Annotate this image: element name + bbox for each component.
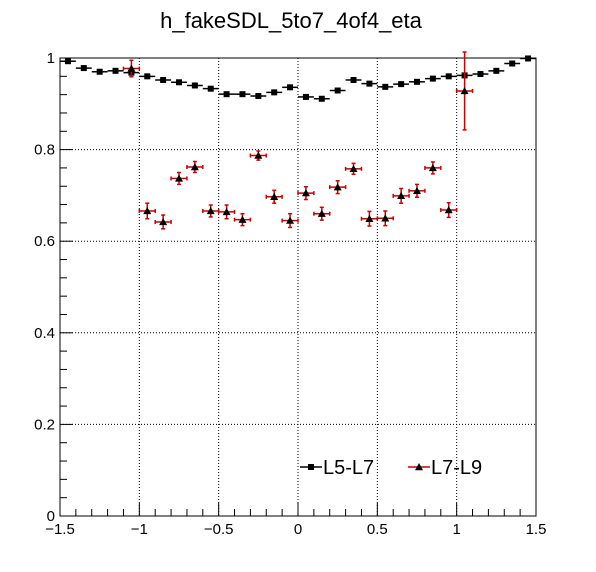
marker-square: [477, 71, 483, 77]
x-tick-label: 0: [294, 521, 302, 538]
marker-square: [351, 77, 357, 83]
y-tick-label: 0.6: [34, 233, 55, 250]
x-tick-label: −1: [131, 521, 148, 538]
marker-square: [287, 84, 293, 90]
marker-square: [239, 91, 245, 97]
marker-square: [335, 88, 341, 94]
y-tick-label: 0.4: [34, 325, 55, 342]
y-tick-label: 0.8: [34, 142, 55, 159]
marker-square: [224, 91, 230, 97]
chart-title: h_fakeSDL_5to7_4of4_eta: [160, 8, 423, 33]
marker-square: [208, 86, 214, 92]
y-tick-label: 0: [47, 508, 55, 525]
x-tick-label: −0.5: [204, 521, 234, 538]
marker-square: [113, 68, 119, 74]
marker-square: [414, 79, 420, 85]
x-tick-label: 0.5: [367, 521, 388, 538]
marker-square: [271, 89, 277, 95]
marker-square: [319, 96, 325, 102]
marker-square: [255, 93, 261, 99]
marker-square: [160, 77, 166, 83]
marker-square: [493, 68, 499, 74]
legend-label: L7-L9: [431, 457, 482, 479]
marker-square: [430, 76, 436, 82]
marker-square: [382, 84, 388, 90]
marker-square: [446, 73, 452, 79]
marker-square: [176, 79, 182, 85]
marker-square: [192, 82, 198, 88]
marker-square: [97, 69, 103, 75]
marker-square: [65, 58, 71, 64]
legend-label: L5-L7: [323, 457, 374, 479]
y-tick-label: 1: [47, 50, 55, 67]
marker-square: [398, 81, 404, 87]
y-tick-label: 0.2: [34, 416, 55, 433]
marker-square: [509, 60, 515, 66]
marker-square: [303, 94, 309, 100]
marker-square: [525, 55, 531, 61]
marker-square: [144, 73, 150, 79]
marker-square: [81, 65, 87, 71]
legend-marker-square: [308, 464, 314, 470]
marker-square: [366, 81, 372, 87]
x-tick-label: 1: [452, 521, 460, 538]
x-tick-label: 1.5: [526, 521, 547, 538]
